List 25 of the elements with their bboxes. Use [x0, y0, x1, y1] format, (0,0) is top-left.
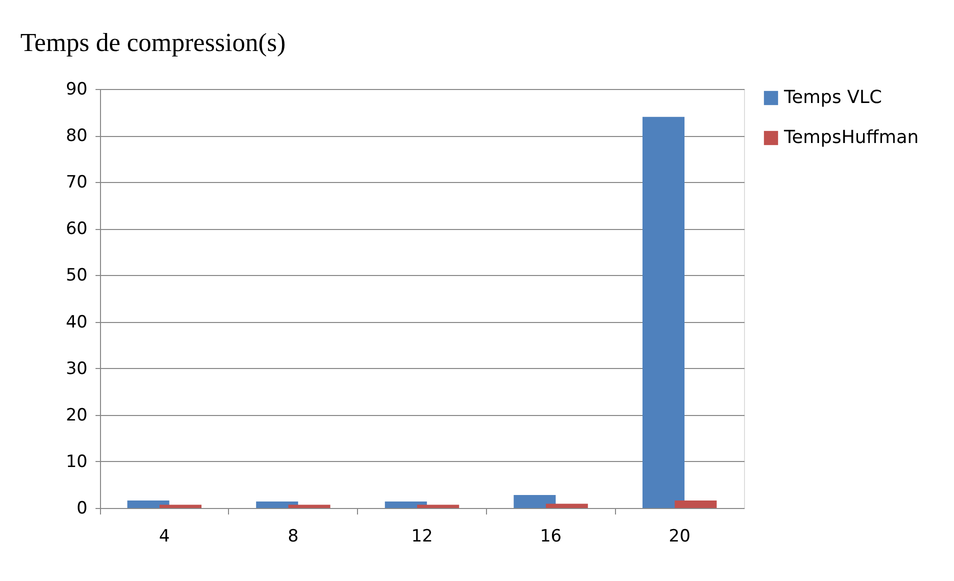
x-tick-label: 20: [668, 526, 690, 546]
bar: [417, 504, 460, 508]
x-tick-label: 12: [411, 526, 433, 546]
bar: [642, 116, 684, 508]
bar: [160, 504, 202, 508]
y-tick-label: 40: [66, 312, 88, 332]
bar: [288, 504, 330, 508]
y-tick-label: 80: [66, 126, 88, 146]
y-tick-label: 10: [66, 452, 88, 472]
y-tick-label: 60: [66, 219, 88, 240]
x-tick-label: 8: [288, 526, 299, 546]
x-tick-label: 4: [158, 526, 170, 546]
x-tick-label: 16: [540, 526, 562, 546]
y-tick-label: 50: [66, 266, 88, 286]
y-tick-label: 0: [76, 498, 88, 518]
legend-label: TempsHuffman: [783, 127, 919, 148]
bar: [514, 494, 556, 508]
y-tick-label: 20: [66, 405, 88, 426]
y-tick-label: 70: [66, 172, 88, 193]
y-tick-label: 30: [66, 358, 88, 379]
bar: [674, 500, 717, 508]
y-tick-label: 90: [66, 80, 88, 100]
legend-label: Temps VLC: [783, 87, 882, 108]
bar: [546, 504, 588, 508]
chart-title: Temps de compression(s): [20, 28, 286, 57]
